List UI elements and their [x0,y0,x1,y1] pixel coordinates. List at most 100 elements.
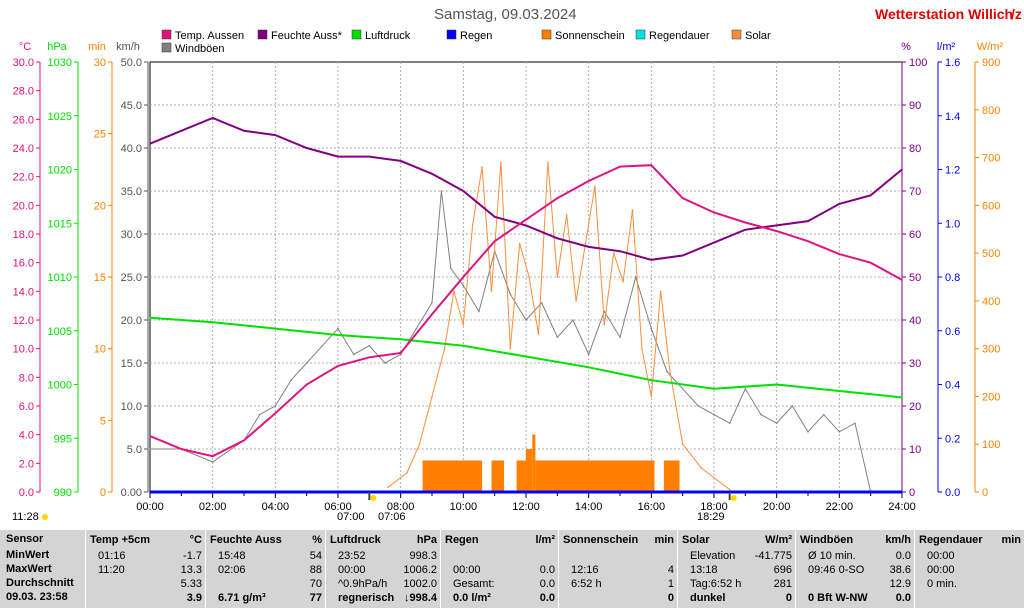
chart-legend: Temp. Aussen Feuchte Auss* Luftdruck Regen S… [161,29,771,55]
wind-gust-point [211,461,214,463]
stats-column-header: Windböen km/h [800,533,911,547]
axis-tick-label: 990 [54,487,72,499]
time-left: 11:28 [12,511,39,523]
time-sunset: 18:29 [697,511,725,523]
stats-cell-row: Elevation -41.775 [682,549,792,563]
solar-line-point [556,276,559,278]
axis-tick-label: 0.0 [945,487,960,499]
cell-value: ↓998.4 [403,592,437,604]
temperature-line-point [587,180,590,182]
pressure-line-point [462,345,465,347]
stats-column: Feuchte Auss% 15:48 54 02:06 88 70 6.71 g/m³ 77 [205,530,326,608]
temperature-line-point [149,435,151,437]
sensor-row-label: Durchschnitt [6,577,74,589]
axis-tick-label: 0.00 [121,487,142,499]
chart-axes: 00:00 02:00 04:00 06:00 08:00 10:00 12:00 14:00… [13,41,1004,513]
wind-gust-point [478,310,480,313]
sunshine-bar [526,449,533,492]
humidity-line-point [462,190,465,192]
cell-value: 0.0 [895,592,911,604]
pressure-line-point [901,396,903,399]
stats-column-header: Sonnenschein min [563,533,674,547]
humidity-line-point [431,173,433,175]
stats-cell-row: 0 Bft W-NW 0.0 [800,591,911,605]
humidity-line-point [901,168,903,171]
pressure-line-point [337,334,339,336]
stats-cell-row [445,549,555,563]
stats-cell-row: 12.9 [800,577,911,591]
stats-cell-row: 0 min. [919,577,1021,591]
legend-swatch [731,29,742,40]
stats-cell-row: 23:52 998.3 [330,549,437,563]
wind-gust-point [791,405,794,407]
temperature-line-point [619,165,621,168]
solar-line-point [612,252,615,254]
humidity-line-point [869,194,872,197]
axis-tick-label: 60 [909,229,921,241]
stats-cell-row: 01:16 -1.7 [90,549,202,563]
temperature-line-point [399,352,402,354]
axis-tick-label: 12.0 [13,315,34,327]
sunset-marker-sun-icon [730,495,737,501]
wind-gust-point [556,336,559,339]
wind-gust-point [305,362,308,364]
axis-tick-label: 900 [982,57,1000,69]
cell-value: 998.3 [409,550,437,562]
wind-gust-point [634,276,637,278]
stats-cell-row: 6:52 h 1 [563,577,674,591]
axis-tick-label: 4.0 [19,430,34,442]
wind-gust-point [352,353,355,356]
stats-cell-row: 6.71 g/m³ 77 [210,591,322,605]
humidity-line-point [681,254,684,257]
axis-tick-label: 1.4 [945,111,960,123]
pressure-line-point [211,321,214,323]
stats-cell-row: 00:00 [919,563,1021,577]
solar-line-point [594,185,596,188]
axis-tick-label: 0.4 [945,380,960,392]
axis-tick-label: 50 [909,272,921,284]
temperature-line-point [744,221,747,224]
solar-line-point [650,395,653,398]
wind-gust-point [337,327,339,330]
cell-value: 1002.0 [403,578,437,590]
cell-label: 0 min. [927,578,957,590]
column-title: Regendauer [919,534,983,546]
cell-label: regnerisch [338,592,395,604]
cell-value: 0 [785,592,792,604]
axis-tick-label: 800 [982,105,1000,117]
cell-value: 1 [667,578,674,590]
solar-line-point [547,161,549,164]
legend-label: Luftdruck [365,30,411,42]
temperature-line-point [431,313,433,316]
humidity-line-point [587,246,590,248]
axis-tick-label: 15.0 [121,358,142,370]
humidity-line-point [274,134,277,136]
solar-line-point [641,347,643,350]
stats-cell-row: 13:18 696 [682,563,792,577]
wind-gust-point [728,422,731,425]
axis-tick-label: 18.0 [13,229,34,241]
temperature-line-point [713,211,715,214]
stats-table: Sensor MinWert MaxWert Durchschnitt 09.03. 2… [0,530,1024,608]
axis-tick-label: 10.0 [13,344,34,356]
humidity-line-point [399,160,402,162]
wind-gust-point [838,431,841,433]
wind-gust-point [274,405,277,407]
axis-tick-label: 40.0 [121,143,142,155]
x-tick-label: 20:00 [763,501,791,513]
stats-cell-row: 0 [563,591,674,605]
solar-line-point [669,371,671,374]
humidity-line-point [180,130,183,132]
x-tick-label: 04:00 [262,501,290,513]
stats-cell-row: 15:48 54 [210,549,322,563]
solar-line-point [681,443,684,446]
axis-tick-label: 1020 [48,165,72,177]
pressure-line-point [525,355,527,358]
column-unit: min [1001,534,1021,546]
cell-value: 38.6 [889,564,911,576]
stats-cell-row: 00:00 [919,549,1021,563]
legend-swatch [257,29,268,40]
axis-tick-label: 1.0 [945,218,960,230]
column-unit: W/m² [765,534,792,546]
axis-tick-label: 15 [94,272,106,284]
